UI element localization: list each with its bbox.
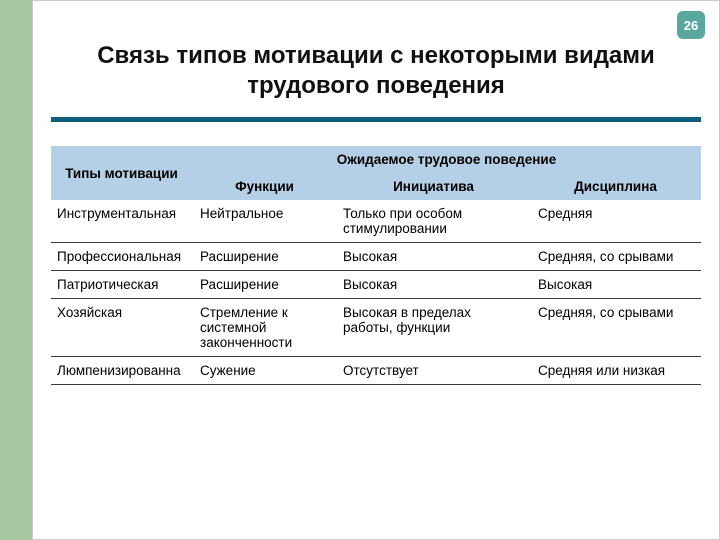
table-row: Инструментальная Нейтральное Только при … xyxy=(51,200,701,243)
page-number-badge: 26 xyxy=(677,11,705,39)
table-header-group: Ожидаемое трудовое поведение xyxy=(194,146,701,173)
table-body: Инструментальная Нейтральное Только при … xyxy=(51,200,701,385)
cell: Высокая xyxy=(337,243,532,271)
cell: Средняя xyxy=(532,200,701,243)
row-label: Хозяйская xyxy=(51,299,194,357)
table-header-col-1: Инициатива xyxy=(337,173,532,200)
cell: Только при особом стимулировании xyxy=(337,200,532,243)
row-label: Люмпенизированна xyxy=(51,357,194,385)
slide-main: 26 Связь типов мотивации с некоторыми ви… xyxy=(32,0,720,540)
table-row: Хозяйская Стремление к системной законче… xyxy=(51,299,701,357)
cell: Сужение xyxy=(194,357,337,385)
cell: Средняя, со срывами xyxy=(532,243,701,271)
cell: Средняя или низкая xyxy=(532,357,701,385)
cell: Стремление к системной законченности xyxy=(194,299,337,357)
table-row: Патриотическая Расширение Высокая Высока… xyxy=(51,271,701,299)
motivation-table: Типы мотивации Ожидаемое трудовое поведе… xyxy=(51,146,701,385)
cell: Высокая в пределах работы, функции xyxy=(337,299,532,357)
cell: Расширение xyxy=(194,271,337,299)
row-label: Патриотическая xyxy=(51,271,194,299)
cell: Средняя, со срывами xyxy=(532,299,701,357)
cell: Отсутствует xyxy=(337,357,532,385)
row-label: Профессиональная xyxy=(51,243,194,271)
page-number: 26 xyxy=(684,18,698,33)
cell: Высокая xyxy=(337,271,532,299)
row-label: Инструментальная xyxy=(51,200,194,243)
title-divider xyxy=(51,117,701,122)
slide-sidebar xyxy=(0,0,32,540)
cell: Расширение xyxy=(194,243,337,271)
cell: Нейтральное xyxy=(194,200,337,243)
table-header-col-2: Дисциплина xyxy=(532,173,701,200)
table-row: Люмпенизированна Сужение Отсутствует Сре… xyxy=(51,357,701,385)
table-header-col-0: Функции xyxy=(194,173,337,200)
table-header-rowhead: Типы мотивации xyxy=(51,146,194,200)
cell: Высокая xyxy=(532,271,701,299)
slide-title: Связь типов мотивации с некоторыми видам… xyxy=(81,41,671,101)
table-row: Профессиональная Расширение Высокая Сред… xyxy=(51,243,701,271)
